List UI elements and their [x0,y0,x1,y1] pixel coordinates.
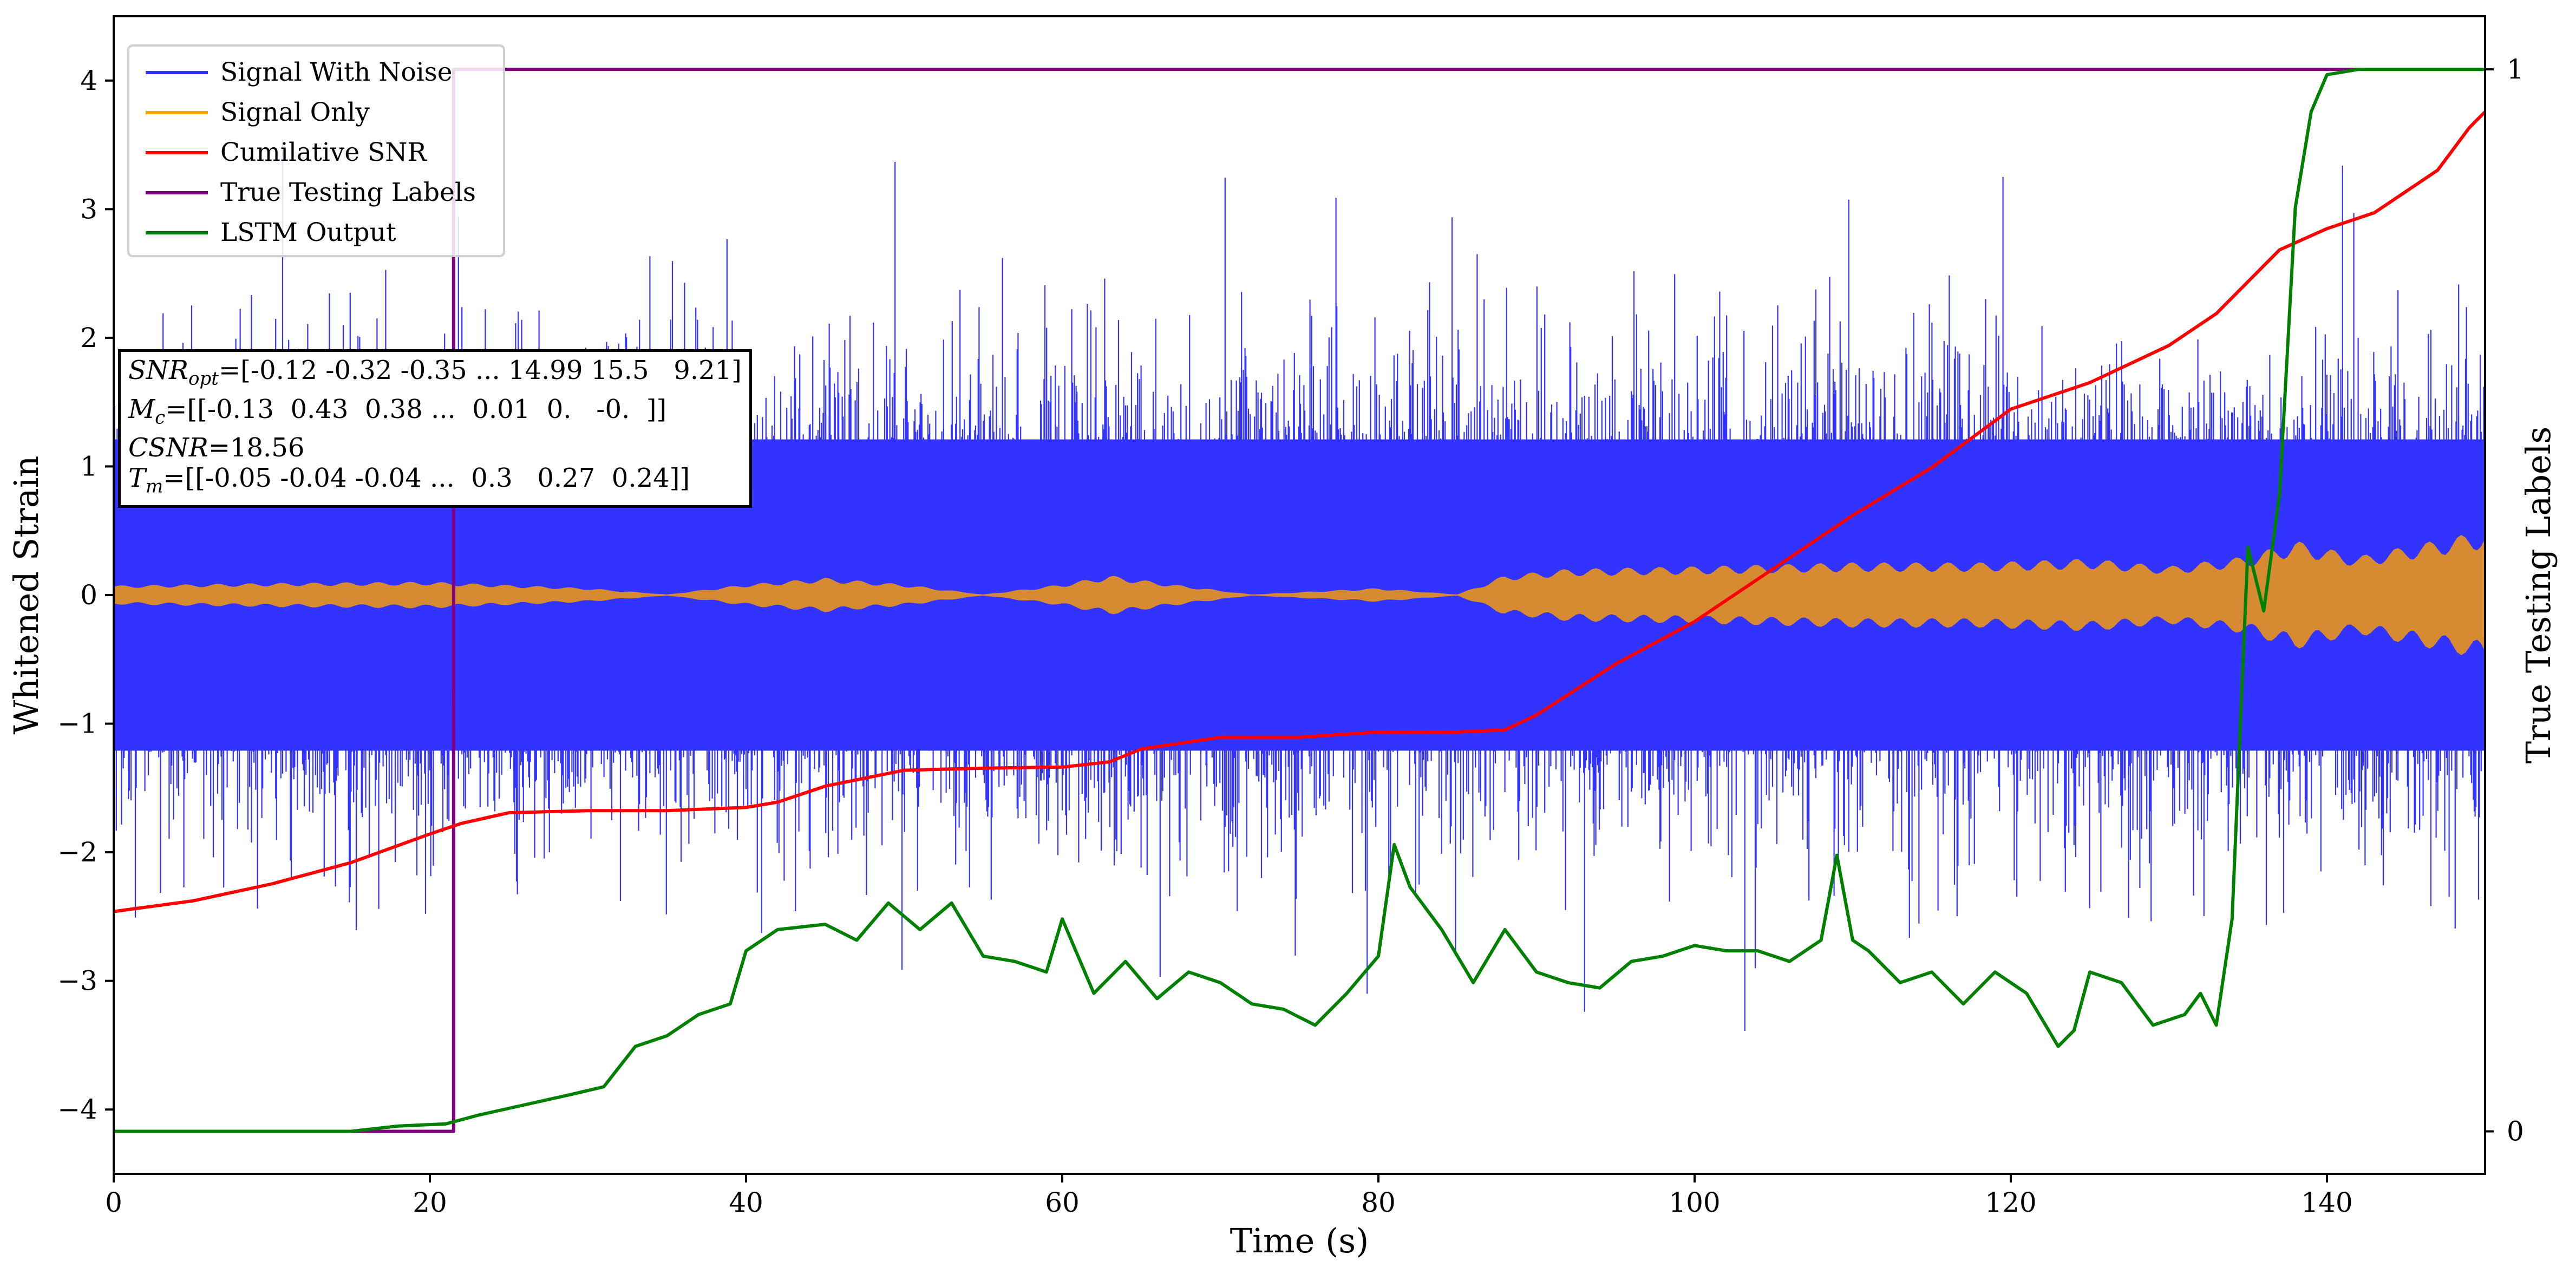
x-tick-label: 40 [729,1187,763,1218]
legend-item: Signal Only [129,96,503,129]
annotation-value: =[-0.12 -0.32 -0.35 ... 14.99 15.5 9.21] [218,355,742,386]
x-tick-label: 80 [1361,1187,1396,1218]
legend-swatch [146,111,208,114]
legend-swatch [146,71,208,74]
annotation-symbol: CSNR [128,433,208,463]
legend-item: True Testing Labels [129,177,503,209]
x-axis-label: Time (s) [1230,1221,1369,1260]
y-tick-label: 1 [80,450,97,482]
annotation-symbol: SNR [128,355,189,386]
x-tick-label: 0 [105,1187,122,1218]
y2-tick-label: 1 [2507,54,2524,85]
annotation-line: Mc=[[-0.13 0.43 0.38 ... 0.01 0. -0. ]] [128,394,742,433]
series-lstm-output [114,68,2485,1133]
annotation-symbol: T [128,463,146,494]
legend-swatch [146,231,208,234]
y-axis-label: Whitened Strain [6,456,46,735]
y-tick-label: −3 [57,965,97,997]
y-axis-left: 4 3 2 1 0 −1 −2 −3 −4 [57,65,114,1125]
x-tick-label: 140 [2301,1187,2352,1218]
x-tick-label: 60 [1045,1187,1080,1218]
legend-label: LSTM Output [220,218,396,247]
legend-item: Cumilative SNR [129,136,503,169]
parameter-annotation-box: SNRopt=[-0.12 -0.32 -0.35 ... 14.99 15.5… [118,349,752,508]
y-tick-label: 0 [80,579,97,611]
y-tick-label: −1 [57,708,97,740]
annotation-subscript: c [155,407,166,429]
series-cumulative-snr [114,110,2485,913]
series-signal-only [114,535,2485,655]
y-tick-label: −4 [57,1094,97,1125]
legend-item: Signal With Noise [129,56,503,89]
annotation-value: =[[-0.05 -0.04 -0.04 ... 0.3 0.27 0.24]] [163,463,690,494]
x-axis: 0 20 40 60 80 100 120 140 [105,1174,2353,1218]
annotation-symbol: M [128,394,155,424]
annotation-value: =18.56 [208,433,305,463]
legend-label: Cumilative SNR [220,138,427,167]
legend-label: Signal With Noise [220,57,453,87]
x-tick-label: 100 [1669,1187,1720,1218]
y-tick-label: 3 [80,193,97,225]
legend-label: True Testing Labels [220,178,476,207]
x-tick-label: 120 [1985,1187,2036,1218]
annotation-subscript: m [146,475,164,498]
annotation-line: SNRopt=[-0.12 -0.32 -0.35 ... 14.99 15.5… [128,355,742,394]
x-tick-label: 20 [413,1187,447,1218]
legend: Signal With Noise Signal Only Cumilative S… [127,44,505,257]
annotation-line: CSNR=18.56 [128,433,742,463]
y-axis-right: 10 [2485,54,2524,1147]
annotation-subscript: opt [188,368,219,390]
y-tick-label: 4 [80,65,97,96]
legend-label: Signal Only [220,97,370,127]
legend-swatch [146,151,208,154]
y-tick-label: −2 [57,837,97,868]
annotation-line: Tm=[[-0.05 -0.04 -0.04 ... 0.3 0.27 0.24… [128,463,742,502]
y-tick-label: 2 [80,322,97,354]
y2-axis-label: True Testing Labels [2519,427,2558,764]
y2-tick-label: 0 [2507,1116,2524,1147]
legend-item: LSTM Output [129,217,503,249]
annotation-value: =[[-0.13 0.43 0.38 ... 0.01 0. -0. ]] [165,394,667,424]
legend-swatch [146,191,208,194]
